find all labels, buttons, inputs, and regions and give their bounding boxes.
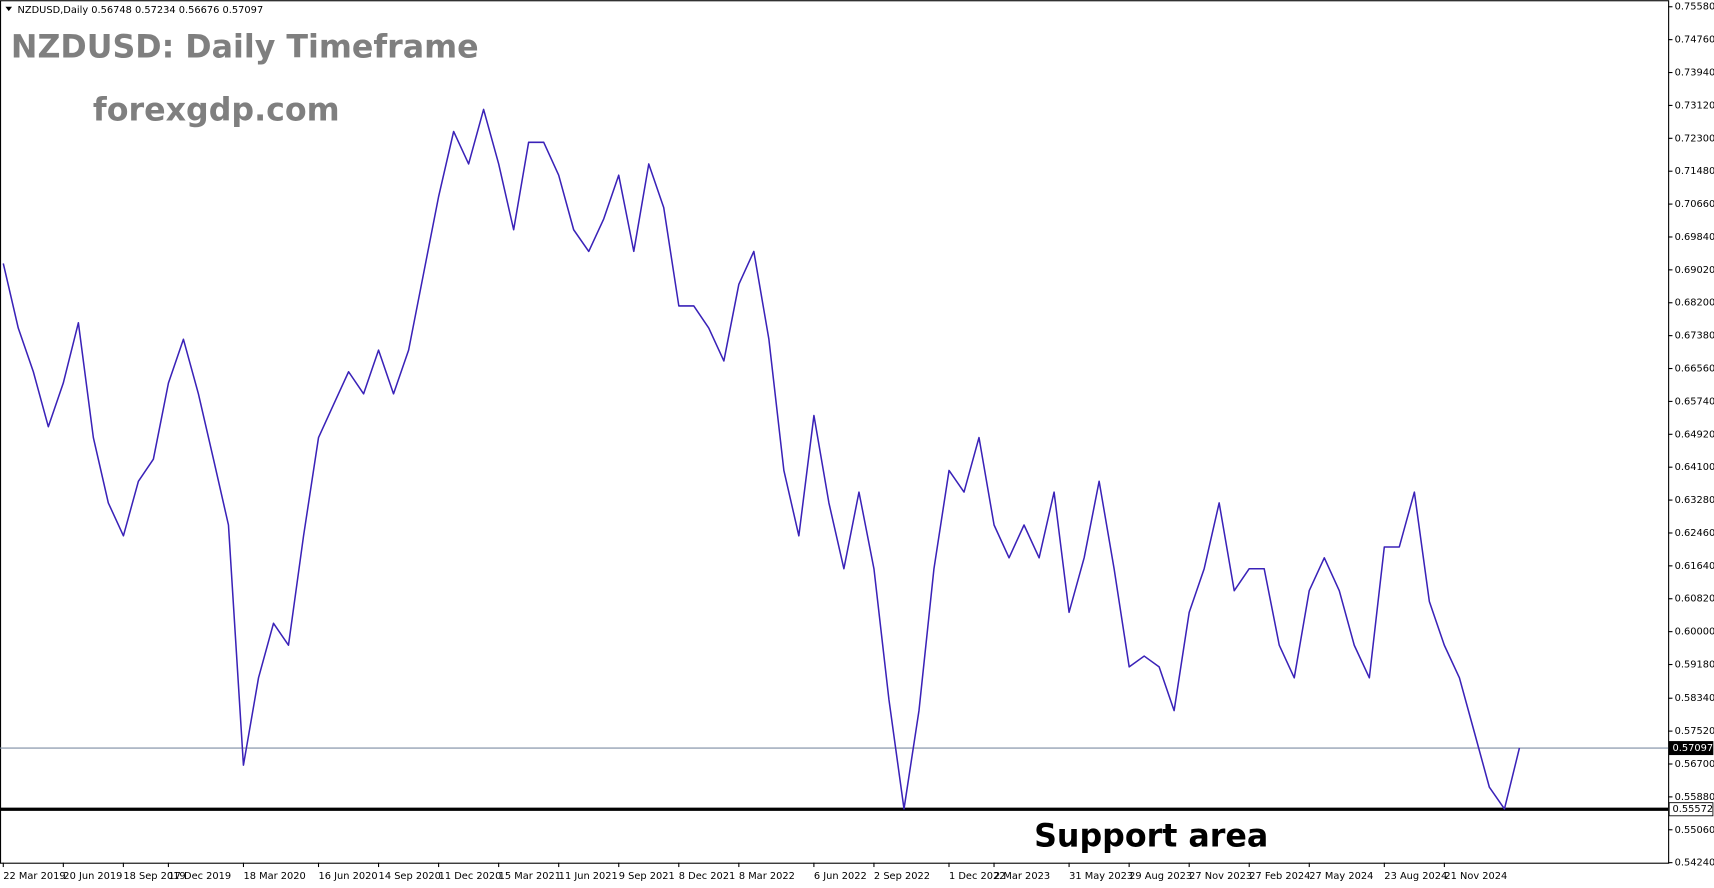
y-tick-label: 0.64100 xyxy=(1675,462,1714,473)
marks xyxy=(0,108,1669,811)
y-tick-label: 0.75580 xyxy=(1675,2,1714,13)
y-tick-label: 0.69840 xyxy=(1675,232,1714,243)
x-tick-label: 21 Nov 2024 xyxy=(1444,871,1507,882)
y-tick-label: 0.66560 xyxy=(1675,364,1714,375)
price-label: 0.57097 xyxy=(1672,743,1713,754)
plot-frame xyxy=(0,0,1670,864)
y-tick-label: 0.69020 xyxy=(1675,265,1714,276)
x-tick-label: 29 Aug 2023 xyxy=(1129,871,1192,882)
x-tick-label: 31 May 2023 xyxy=(1069,871,1133,882)
x-tick-label: 27 Feb 2024 xyxy=(1249,871,1310,882)
x-tick-label: 9 Sep 2021 xyxy=(619,871,675,882)
chart-subtitle: forexgdp.com xyxy=(93,93,340,129)
y-tick-label: 0.71480 xyxy=(1675,166,1714,177)
x-tick-label: 20 Jun 2019 xyxy=(63,871,122,882)
y-tick-label: 0.57520 xyxy=(1675,726,1714,737)
price-label-box xyxy=(1668,741,1714,756)
x-tick-label: 23 Aug 2024 xyxy=(1384,871,1447,882)
price-label: 0.55572 xyxy=(1672,804,1713,815)
price-line xyxy=(2,108,1521,810)
x-tick-label: 11 Jun 2021 xyxy=(559,871,618,882)
x-tick-label: 16 Jun 2020 xyxy=(319,871,378,882)
y-tick-label: 0.65740 xyxy=(1675,396,1714,407)
x-tick-label: 8 Mar 2022 xyxy=(739,871,795,882)
annotation: Support area xyxy=(1034,819,1268,855)
y-tick-label: 0.54240 xyxy=(1675,858,1714,869)
x-tick-label: 11 Dec 2020 xyxy=(439,871,502,882)
y-tick-label: 0.68200 xyxy=(1675,298,1714,309)
header-arrow xyxy=(5,6,13,12)
y-tick-label: 0.59180 xyxy=(1675,660,1714,671)
y-tick-label: 0.60000 xyxy=(1675,627,1714,638)
chart-title: NZDUSD: Daily Timeframe xyxy=(11,29,479,65)
x-tick-label: 18 Mar 2020 xyxy=(243,871,305,882)
y-tick-label: 0.70660 xyxy=(1675,199,1714,210)
x-tick-label: 1 Dec 2022 xyxy=(949,871,1006,882)
y-tick-label: 0.63280 xyxy=(1675,495,1714,506)
y-tick-label: 0.55880 xyxy=(1675,792,1714,803)
y-tick-label: 0.62460 xyxy=(1675,528,1714,539)
x-tick-label: 8 Dec 2021 xyxy=(679,871,736,882)
x-tick-label: 2 Sep 2022 xyxy=(874,871,930,882)
y-tick-label: 0.73940 xyxy=(1675,68,1714,79)
y-tick-label: 0.60820 xyxy=(1675,594,1714,605)
price-label-box xyxy=(1668,802,1714,817)
x-tick-label: 27 May 2024 xyxy=(1309,871,1373,882)
y-tick-label: 0.55060 xyxy=(1675,825,1714,836)
y-tick-label: 0.58340 xyxy=(1675,693,1714,704)
x-tick-label: 17 Dec 2019 xyxy=(168,871,231,882)
x-tick-label: 22 Mar 2019 xyxy=(3,871,65,882)
y-tick-label: 0.74760 xyxy=(1675,35,1714,46)
y-tick-label: 0.73120 xyxy=(1675,100,1714,111)
y-tick-label: 0.72300 xyxy=(1675,133,1714,144)
symbol-header: NZDUSD,Daily 0.56748 0.57234 0.56676 0.5… xyxy=(17,5,263,16)
x-tick-label: 14 Sep 2020 xyxy=(379,871,441,882)
y-tick-label: 0.61640 xyxy=(1675,561,1714,572)
x-tick-label: 15 Mar 2021 xyxy=(499,871,561,882)
y-tick-label: 0.67380 xyxy=(1675,331,1714,342)
x-tick-label: 2 Mar 2023 xyxy=(994,871,1050,882)
y-tick-label: 0.64920 xyxy=(1675,429,1714,440)
x-tick-label: 27 Nov 2023 xyxy=(1189,871,1252,882)
x-tick-label: 6 Jun 2022 xyxy=(814,871,867,882)
x-tick-label: 18 Sep 2019 xyxy=(123,871,185,882)
y-tick-label: 0.56700 xyxy=(1675,759,1714,770)
